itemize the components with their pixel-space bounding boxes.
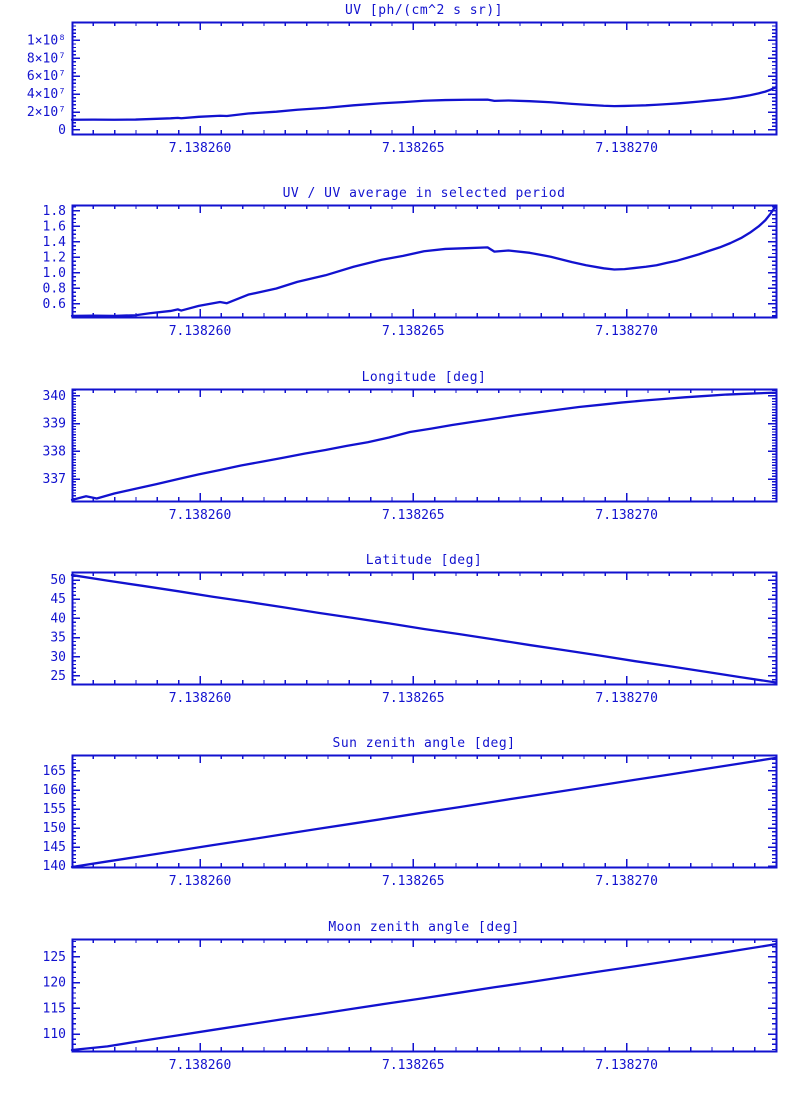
plot-frame [71,938,778,1052]
y-tick-label: 160 [43,783,66,798]
y-tick-label: 0.8 [43,282,66,297]
y-tick-label: 1.4 [43,235,67,250]
plot-frame [71,21,778,136]
chart-panel-longitude: Longitude [deg] 7.138260 7.138265 7.138270… [0,367,800,550]
axes [71,938,778,1052]
uv-chart-title: UV [ph/(cm^2 s sr)] [345,3,503,18]
axes [71,388,778,502]
y-tick-label: 145 [43,840,66,855]
x-tick-label: 7.138260 [169,141,232,156]
x-tick-label: 7.138270 [595,874,658,889]
y-tick-label: 30 [50,650,66,665]
data-series-line [70,86,778,121]
y-tick-label: 155 [43,802,66,817]
sun-zenith-chart-title: Sun zenith angle [deg] [333,736,516,751]
y-tick-label: 165 [43,764,66,779]
y-tick-label: 35 [50,631,66,646]
longitude-chart: Longitude [deg] 7.138260 7.138265 7.138270… [43,370,778,523]
y-tick-label: 0.6 [43,297,66,312]
moon-zenith-chart: Moon zenith angle [deg] 7.138260 7.138265… [43,920,778,1073]
x-tick-label: 7.138265 [382,141,445,156]
y-tick-label: 337 [43,472,66,487]
plot-frame [71,388,778,502]
y-tick-label: 120 [43,975,66,990]
y-tick-label: 110 [43,1027,66,1042]
uv-ratio-chart: UV / UV average in selected period 7.138… [43,186,778,339]
y-tick-label: 45 [50,592,66,607]
x-tick-label: 7.138270 [595,141,658,156]
x-tick-label: 7.138265 [382,691,445,706]
x-tick-label: 7.138265 [382,324,445,339]
x-tick-label: 7.138270 [595,508,658,523]
x-tick-label: 7.138270 [595,324,658,339]
axes [71,205,778,319]
x-tick-label: 7.138260 [169,1058,232,1073]
data-series-line [70,757,778,869]
y-tick-label: 8×10⁷ [27,51,66,66]
y-tick-label: 115 [43,1001,66,1016]
y-tick-label: 150 [43,821,66,836]
uv-ratio-chart-title: UV / UV average in selected period [283,186,566,201]
x-tick-label: 7.138260 [169,874,232,889]
y-tick-label: 1.0 [43,266,66,281]
y-tick-label: 50 [50,573,66,588]
x-tick-label: 7.138270 [595,691,658,706]
data-series-line [70,573,778,684]
chart-panel-sun-zenith: Sun zenith angle [deg] 7.138260 7.138265 7… [0,733,800,916]
y-tick-label: 1.2 [43,251,66,266]
chart-panel-uv-ratio: UV / UV average in selected period 7.138… [0,183,800,366]
uv-chart: UV [ph/(cm^2 s sr)] 7.138260 7.138265 7.13… [27,3,778,156]
y-tick-label: 140 [43,859,66,874]
chart-panel-moon-zenith: Moon zenith angle [deg] 7.138260 7.138265… [0,917,800,1100]
y-tick-label: 340 [43,389,66,404]
sun-zenith-chart: Sun zenith angle [deg] 7.138260 7.138265 7… [43,736,778,889]
data-series-line [70,942,778,1051]
axes [71,571,778,686]
x-tick-label: 7.138265 [382,1058,445,1073]
y-tick-label: 1.8 [43,204,66,219]
x-tick-label: 7.138270 [595,1058,658,1073]
data-series-line [70,204,778,318]
y-tick-label: 40 [50,611,66,626]
y-tick-label: 4×10⁷ [27,87,66,102]
axes [71,21,778,136]
x-tick-label: 7.138260 [169,691,232,706]
moon-zenith-chart-title: Moon zenith angle [deg] [328,920,519,935]
x-tick-label: 7.138260 [169,508,232,523]
y-tick-label: 1.6 [43,220,66,235]
longitude-chart-title: Longitude [deg] [362,370,487,385]
plot-frame [71,755,778,869]
x-tick-label: 7.138260 [169,324,232,339]
y-tick-label: 339 [43,416,66,431]
latitude-chart: Latitude [deg] 7.138260 7.138265 7.138270 2… [50,553,778,706]
latitude-chart-title: Latitude [deg] [366,553,482,568]
y-tick-label: 125 [43,950,66,965]
y-tick-label: 1×10⁸ [27,33,66,48]
y-tick-label: 0 [58,123,66,138]
y-tick-label: 338 [43,444,66,459]
y-tick-label: 6×10⁷ [27,69,66,84]
y-tick-label: 2×10⁷ [27,105,66,120]
x-tick-label: 7.138265 [382,874,445,889]
chart-panel-uv: UV [ph/(cm^2 s sr)] 7.138260 7.138265 7.13… [0,0,800,183]
axes [71,755,778,869]
chart-panel-latitude: Latitude [deg] 7.138260 7.138265 7.138270 2… [0,550,800,733]
y-tick-label: 25 [50,669,66,684]
x-tick-label: 7.138265 [382,508,445,523]
data-series-line [70,391,778,501]
plot-frame [71,571,778,686]
